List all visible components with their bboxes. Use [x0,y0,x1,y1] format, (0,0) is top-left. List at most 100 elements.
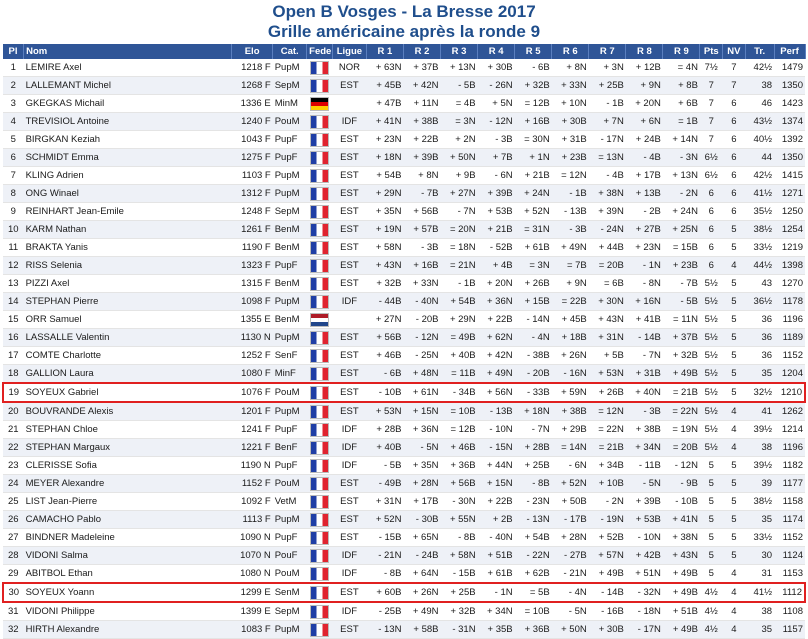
round-result-cell: + 61B [514,238,552,257]
league-cell: EST [332,76,367,95]
round-result-cell: + 32B [662,346,700,365]
round-result-cell: + 27N [440,184,478,203]
column-header[interactable]: Cat. [272,44,308,59]
column-header[interactable]: Nom [23,44,233,59]
table-row[interactable]: 21 STEPHAN Chloe 1241 F PupF IDF + 28B + 36N = … [3,420,805,439]
table-row[interactable]: 10 KARM Nathan 1261 F BenM EST + 19N + 57B = 20… [3,220,805,239]
table-row[interactable]: 9 REINHART Jean-Emile 1248 F SepM EST + 35N + … [3,202,805,221]
table-row[interactable]: 15 ORR Samuel 1355 E BenM + 27N - 20B + 29N + 2… [3,310,805,329]
table-row[interactable]: 7 KLING Adrien 1103 F PupM EST + 54B + 8N + 9B -… [3,166,805,185]
federation-cell [306,528,333,547]
league-cell: IDF [332,292,367,311]
elo-cell: 1268 F [231,76,273,95]
tiebreak-cell: 42½ [745,59,775,77]
table-row[interactable]: 30 SOYEUX Yoann 1299 E SenM EST + 60B + 26N + 2… [2,582,806,603]
table-row[interactable]: 19 SOYEUX Gabriel 1076 F PouM EST - 10B + 61N -… [2,382,806,403]
rank-cell: 14 [3,292,24,311]
table-row[interactable]: 1 LEMIRE Axel 1218 F PupM NOR + 63N + 37B + 13N… [3,59,805,77]
table-row[interactable]: 8 ONG Winael 1312 F PupM EST + 29N - 7B + 27N + … [3,184,805,203]
round-result-cell: - 20B [403,310,441,329]
league-cell: EST [332,256,367,275]
player-name-cell: STEPHAN Chloe [23,420,232,439]
table-row[interactable]: 28 VIDONI Salma 1070 N PouF IDF - 21N - 24B + 5… [3,546,805,565]
table-row[interactable]: 29 ABITBOL Ethan 1080 N PouM IDF - 8B + 64N - 1… [3,564,805,584]
tiebreak-cell: 43 [745,274,775,293]
round-result-cell: - 25N [403,346,441,365]
column-header[interactable]: R 8 [625,44,664,59]
table-row[interactable]: 24 MEYER Alexandre 1152 F PouM EST - 49B + 28N… [3,474,805,493]
column-header[interactable]: Pts [699,44,724,59]
table-row[interactable]: 20 BOUVRANDE Alexis 1201 F PupM EST + 53N + 15… [3,402,805,421]
table-row[interactable]: 3 GKEGKAS Michail 1336 E MinM + 47B + 11N = 4B… [3,94,805,113]
table-row[interactable]: 23 CLERISSE Sofia 1190 N PupF IDF - 5B + 35N + … [3,456,805,475]
table-row[interactable]: 32 HIRTH Alexandre 1083 F PupM EST - 13N + 58B… [3,620,805,639]
round-result-cell: + 58N [366,238,404,257]
table-row[interactable]: 27 BINDNER Madeleine 1090 N PupF EST - 15B + 6… [3,528,805,547]
round-result-cell: + 2N [440,130,478,149]
table-row[interactable]: 13 PIZZI Axel 1315 F BenM EST + 32B + 33N - 1B +… [3,274,805,293]
round-result-cell: + 23B [662,256,700,275]
round-result-cell: + 17B [403,492,441,511]
column-header[interactable]: R 9 [662,44,701,59]
tiebreak-cell: 42½ [745,166,775,185]
wins-cell: 5 [722,220,746,239]
elo-cell: 1043 F [231,130,273,149]
round-result-cell: - 3B [551,220,589,239]
table-row[interactable]: 2 LALLEMANT Michel 1268 F SepM EST + 45B + 42N… [3,76,805,95]
column-header[interactable]: Fede [306,44,333,59]
table-row[interactable]: 17 COMTE Charlotte 1252 F SenF EST + 46B - 25N… [3,346,805,365]
column-header[interactable]: R 5 [514,44,553,59]
table-row[interactable]: 26 CAMACHO Pablo 1113 F PupM EST + 52N - 30B + … [3,510,805,529]
round-result-cell: = 15B [662,238,700,257]
round-result-cell: + 26B [514,274,552,293]
rank-cell: 10 [3,220,24,239]
column-header[interactable]: R 6 [551,44,590,59]
round-result-cell: - 14N [514,310,552,329]
table-row[interactable]: 12 RISS Selenia 1323 F PupF EST + 43N + 16B = 2… [3,256,805,275]
column-header[interactable]: Elo [231,44,274,59]
league-cell: IDF [332,602,367,621]
column-header[interactable]: Pl [3,44,25,59]
elo-cell: 1252 F [231,346,273,365]
performance-cell: 1196 [774,438,805,457]
round-result-cell: + 16B [514,112,552,131]
table-row[interactable]: 4 TREVISIOL Antoine 1240 F PouM IDF + 41N + 38… [3,112,805,131]
column-header[interactable]: NV [722,44,746,59]
table-row[interactable]: 25 LIST Jean-Pierre 1092 F VetM EST + 31N + 17… [3,492,805,511]
column-header[interactable]: Perf [774,44,806,59]
rank-cell: 6 [3,148,24,167]
table-row[interactable]: 16 LASSALLE Valentin 1130 N PupM EST + 56B - 1… [3,328,805,347]
column-header[interactable]: Tr. [745,44,775,59]
rank-cell: 19 [2,382,24,403]
tiebreak-cell: 40½ [745,130,775,149]
tiebreak-cell: 39½ [745,420,775,439]
table-row[interactable]: 11 BRAKTA Yanis 1190 F BenM EST + 58N - 3B = 18… [3,238,805,257]
league-cell: EST [332,202,367,221]
round-result-cell: + 28N [551,528,589,547]
wins-cell: 4 [722,438,746,457]
tiebreak-cell: 36 [745,346,775,365]
table-row[interactable]: 6 SCHMIDT Emma 1275 F PupF EST + 18N + 39B + 50… [3,148,805,167]
table-row[interactable]: 31 VIDONI Philippe 1399 E SepM IDF - 25B + 49N… [3,602,805,621]
round-result-cell: + 50N [440,148,478,167]
column-header[interactable]: R 2 [403,44,442,59]
column-header[interactable]: R 3 [440,44,479,59]
federation-cell [306,602,333,621]
column-header[interactable]: Ligue [332,44,367,59]
column-header[interactable]: R 4 [477,44,516,59]
round-result-cell: + 20N [625,94,663,113]
elo-cell: 1080 F [231,364,273,384]
elo-cell: 1261 F [231,220,273,239]
round-result-cell: + 32B [440,602,478,621]
table-row[interactable]: 14 STEPHAN Pierre 1098 F PupM IDF - 44B - 40N +… [3,292,805,311]
table-row[interactable]: 22 STEPHAN Margaux 1221 F BenF IDF + 40B - 5N +… [3,438,805,457]
france-flag-icon [310,622,330,637]
wins-cell: 5 [722,238,746,257]
wins-cell: 5 [722,510,746,529]
table-row[interactable]: 18 GALLION Laura 1080 F MinF EST - 6B + 48N = 1… [3,364,805,384]
column-header[interactable]: R 7 [588,44,627,59]
table-row[interactable]: 5 BIRGKAN Keziah 1043 F PupF EST + 23N + 22B + … [3,130,805,149]
column-header[interactable]: R 1 [366,44,404,59]
round-result-cell: + 25B [514,456,552,475]
elo-cell: 1221 F [231,438,273,457]
